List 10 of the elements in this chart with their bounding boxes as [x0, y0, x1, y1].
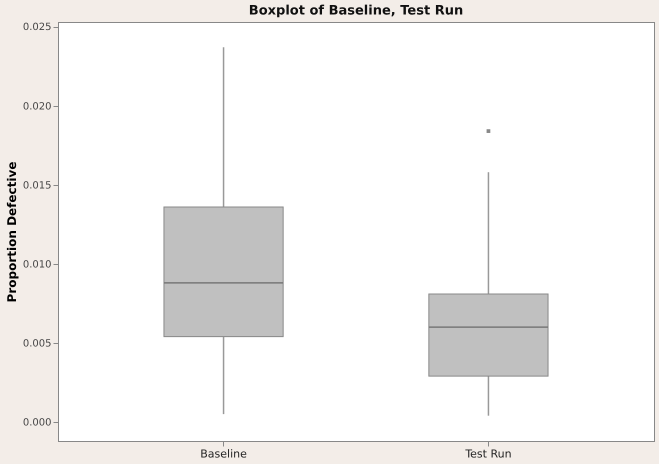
y-tick-label: 0.000	[22, 418, 52, 429]
y-tick-label: 0.005	[22, 338, 52, 350]
x-tick-label: Baseline	[200, 448, 248, 460]
chart-title: Boxplot of Baseline, Test Run	[248, 4, 464, 19]
y-tick-label: 0.020	[22, 101, 52, 112]
x-tick-label: Test Run	[464, 448, 512, 460]
y-axis-title: Proportion Defective	[4, 162, 19, 302]
y-tick-label: 0.025	[22, 22, 52, 34]
y-tick-label: 0.015	[22, 180, 52, 192]
y-tick-label: 0.010	[22, 259, 52, 270]
